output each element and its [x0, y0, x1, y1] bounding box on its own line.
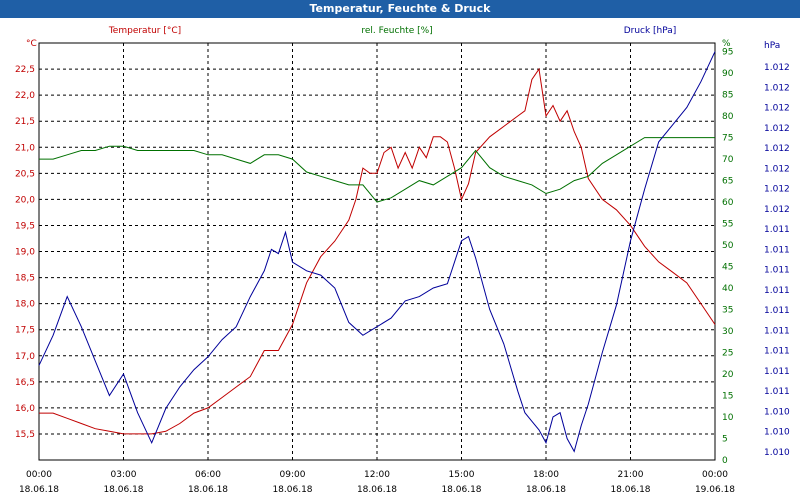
pressure-tick-label: 1.012	[764, 144, 790, 154]
pressure-legend: Druck [hPa]	[624, 26, 677, 36]
pressure-series-line	[38, 51, 716, 453]
humidity-tick-label: 85	[722, 91, 733, 101]
pressure-tick-label: 1.011	[764, 225, 790, 235]
pressure-tick-label: 1.011	[764, 367, 790, 377]
pressure-tick-label: 1.012	[764, 164, 790, 174]
pressure-tick-label: 1.011	[764, 306, 790, 316]
temperature-series-line	[39, 67, 716, 435]
pressure-tick-label: 1.011	[764, 245, 790, 255]
temperature-tick-label: 17,0	[15, 352, 35, 362]
plot-frame	[38, 42, 716, 461]
temperature-tick-label: 18,5	[15, 274, 35, 284]
humidity-tick-label: 5	[722, 435, 728, 445]
date-tick-label: 18.06.18	[610, 485, 650, 495]
date-tick-label: 18.06.18	[526, 485, 566, 495]
time-tick-label: 00:00	[26, 470, 52, 480]
pressure-tick-labels: 1.010 1.010 1.010 1.011 1.011 1.011 1.011 1.011…	[764, 63, 790, 458]
pressure-unit: hPa	[764, 41, 780, 51]
time-tick-label: 18:00	[533, 470, 559, 480]
humidity-tick-label: 10	[722, 413, 734, 423]
temperature-tick-label: 16,0	[15, 404, 35, 414]
pressure-tick-label: 1.010	[764, 448, 790, 458]
pressure-tick-label: 1.012	[764, 124, 790, 134]
time-tick-labels: 00:00 18.06.18 03:00 18.06.18 06:00 18.06.18 0…	[19, 470, 735, 495]
humidity-tick-label: 15	[722, 392, 733, 402]
time-tick-label: 06:00	[195, 470, 221, 480]
time-tick-label: 03:00	[111, 470, 137, 480]
humidity-tick-label: 60	[722, 198, 734, 208]
humidity-legend: rel. Feuchte [%]	[361, 26, 432, 36]
time-tick-label: 09:00	[280, 470, 306, 480]
temperature-tick-label: 21,0	[15, 143, 35, 153]
temperature-tick-label: 20,0	[15, 195, 35, 205]
humidity-tick-label: 45	[722, 263, 733, 273]
humidity-tick-label: 0	[722, 456, 728, 466]
humidity-tick-label: 35	[722, 306, 733, 316]
temperature-tick-label: 19,0	[15, 248, 35, 258]
date-tick-label: 18.06.18	[19, 485, 59, 495]
temperature-tick-label: 22,0	[15, 91, 35, 101]
pressure-tick-label: 1.011	[764, 286, 790, 296]
humidity-tick-label: 20	[722, 370, 734, 380]
humidity-tick-label: 40	[722, 284, 734, 294]
humidity-tick-label: 50	[722, 241, 734, 251]
humidity-tick-label: 65	[722, 177, 733, 187]
temperature-tick-label: 16,5	[15, 378, 35, 388]
date-tick-label: 19.06.18	[695, 485, 735, 495]
date-tick-label: 18.06.18	[272, 485, 312, 495]
series-layer	[38, 51, 716, 453]
chart: 15,5 16,0 16,5 17,0 17,5 18,0 18,5 19,0 19,5 20,0…	[15, 26, 790, 495]
humidity-tick-label: 25	[722, 349, 733, 359]
pressure-tick-label: 1.012	[764, 185, 790, 195]
humidity-tick-label: 80	[722, 112, 734, 122]
humidity-tick-label: 75	[722, 134, 733, 144]
time-tick-label: 15:00	[449, 470, 475, 480]
temperature-tick-label: 17,5	[15, 326, 35, 336]
temperature-tick-labels: 15,5 16,0 16,5 17,0 17,5 18,0 18,5 19,0 19,5 20,0…	[15, 65, 35, 440]
window-title: Temperatur, Feuchte & Druck	[0, 0, 800, 18]
humidity-tick-label: 30	[722, 327, 734, 337]
humidity-tick-label: 90	[722, 69, 734, 79]
temperature-legend: Temperatur [°C]	[108, 26, 181, 36]
time-tick-label: 00:00	[702, 470, 728, 480]
grid-lines	[39, 43, 715, 460]
temperature-tick-label: 18,0	[15, 300, 35, 310]
pressure-tick-label: 1.011	[764, 326, 790, 336]
temperature-tick-label: 20,5	[15, 169, 35, 179]
humidity-tick-labels: 0 5 10 15 20 25 30 35 40 45 50 55 60 65 70 75 80 85 90 95	[722, 48, 734, 466]
pressure-tick-label: 1.011	[764, 347, 790, 357]
humidity-series-line	[39, 137, 715, 203]
humidity-unit: %	[722, 39, 731, 49]
pressure-tick-label: 1.012	[764, 63, 790, 73]
pressure-tick-label: 1.012	[764, 104, 790, 114]
date-tick-label: 18.06.18	[441, 485, 481, 495]
temperature-tick-label: 22,5	[15, 65, 35, 75]
date-tick-label: 18.06.18	[103, 485, 143, 495]
temperature-tick-label: 15,5	[15, 430, 35, 440]
pressure-tick-label: 1.011	[764, 387, 790, 397]
time-tick-label: 21:00	[618, 470, 644, 480]
temperature-tick-label: 19,5	[15, 221, 35, 231]
pressure-tick-label: 1.012	[764, 205, 790, 215]
time-tick-label: 12:00	[364, 470, 390, 480]
pressure-tick-label: 1.010	[764, 428, 790, 438]
humidity-tick-label: 95	[722, 48, 733, 58]
pressure-tick-label: 1.011	[764, 266, 790, 276]
date-tick-label: 18.06.18	[188, 485, 228, 495]
temperature-unit: °C	[26, 39, 37, 49]
temperature-tick-label: 21,5	[15, 117, 35, 127]
pressure-tick-label: 1.012	[764, 83, 790, 93]
humidity-tick-label: 55	[722, 220, 733, 230]
humidity-tick-label: 70	[722, 155, 734, 165]
date-tick-label: 18.06.18	[357, 485, 397, 495]
pressure-tick-label: 1.010	[764, 407, 790, 417]
